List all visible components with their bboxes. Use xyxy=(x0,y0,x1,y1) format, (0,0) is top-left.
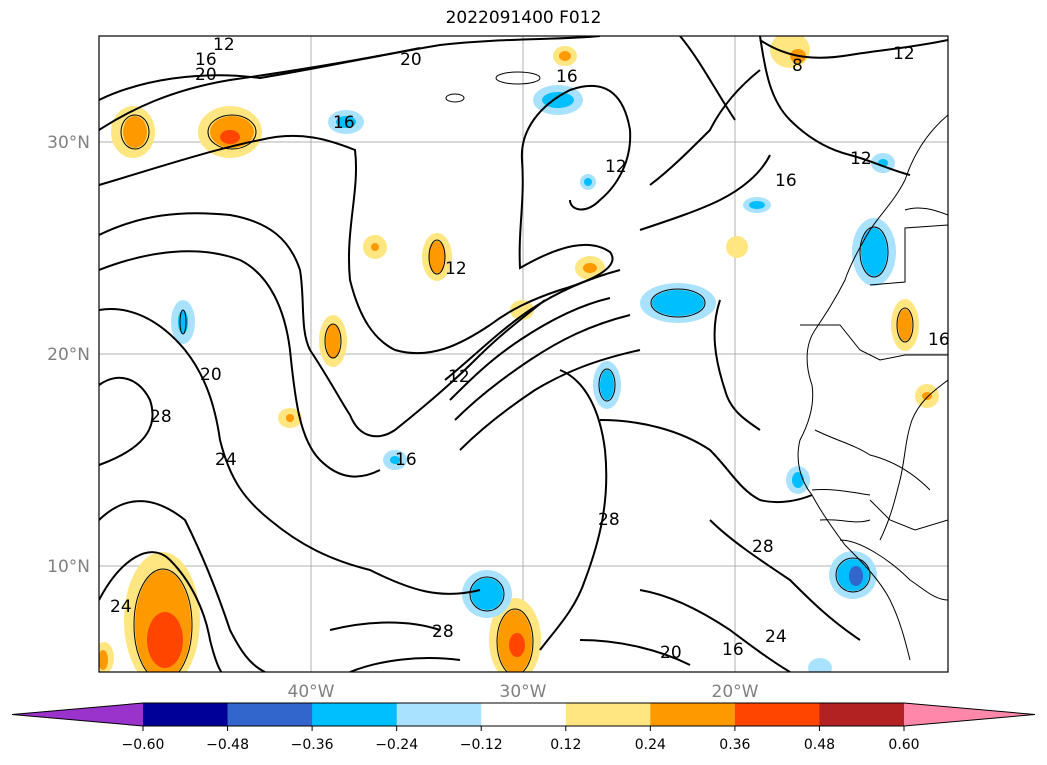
contour-label: 16 xyxy=(775,171,797,191)
colorbar-tick-label: −0.60 xyxy=(122,737,165,753)
contour-label: 24 xyxy=(765,627,787,647)
contour-label: 16 xyxy=(722,640,744,660)
contour-label: 28 xyxy=(150,407,172,427)
colorbar-segment xyxy=(143,703,229,726)
colorbar-segment xyxy=(227,703,313,726)
contour-label: 16 xyxy=(556,67,578,87)
colorbar-tick-label: −0.12 xyxy=(460,737,503,753)
contour-label: 12 xyxy=(448,367,470,387)
anomaly-contours xyxy=(120,71,914,672)
colorbar-segment xyxy=(481,703,567,726)
coastlines xyxy=(797,114,948,661)
colorbar-segment xyxy=(650,703,736,726)
contour-label: 16 xyxy=(395,450,417,470)
colorbar-extend-low xyxy=(12,703,143,726)
positive-anomaly-shading xyxy=(99,36,939,672)
colorbar-tick-label: −0.36 xyxy=(291,737,334,753)
contour-label: 20 xyxy=(400,50,422,70)
colorbar-tick-label: 0.60 xyxy=(888,737,919,753)
colorbar-segment xyxy=(312,703,398,726)
colorbar-extend-high xyxy=(904,703,1035,726)
colorbar-segment xyxy=(819,703,905,726)
contour-label-group: 12 16 20 20 16 16 12 12 8 16 12 12 20 28… xyxy=(110,35,950,663)
colorbar: −0.60 −0.48 −0.36 −0.24 −0.12 0.12 0.24 0.36 0.4… xyxy=(11,702,1036,753)
colorbar-tick-label: 0.12 xyxy=(550,737,581,753)
contour-label: 12 xyxy=(213,35,235,55)
colorbar-tick-label: 0.48 xyxy=(804,737,835,753)
contour-label: 12 xyxy=(445,259,467,279)
colorbar-tick-label: 0.24 xyxy=(635,737,666,753)
lon-tick-label: 30°W xyxy=(500,682,547,702)
contour-label: 12 xyxy=(893,44,915,64)
colorbar-tick-label: 0.36 xyxy=(719,737,750,753)
contour-label: 24 xyxy=(110,597,132,617)
colorbar-segment xyxy=(565,703,651,726)
contour-label: 8 xyxy=(792,56,803,76)
lat-tick-label: 20°N xyxy=(47,345,90,365)
contour-label: 28 xyxy=(752,537,774,557)
contour-label: 20 xyxy=(200,365,222,385)
lat-tick-label: 30°N xyxy=(47,133,90,153)
colorbar-segment xyxy=(396,703,482,726)
contour-label: 16 xyxy=(195,50,217,70)
lon-tick-label: 40°W xyxy=(288,682,335,702)
contour-label: 16 xyxy=(928,330,950,350)
colorbar-tick-label: −0.24 xyxy=(375,737,418,753)
map-frame xyxy=(98,35,949,673)
contour-lines xyxy=(99,36,948,672)
lon-tick-label: 20°W xyxy=(712,682,759,702)
contour-label: 16 xyxy=(333,113,355,133)
map-title: 2022091400 F012 xyxy=(445,8,602,28)
colorbar-segment xyxy=(734,703,820,726)
contour-label: 28 xyxy=(598,510,620,530)
lat-tick-label: 10°N xyxy=(47,557,90,577)
contour-label: 20 xyxy=(195,65,217,85)
contour-label: 12 xyxy=(850,149,872,169)
contour-label: 28 xyxy=(432,622,454,642)
contour-label: 20 xyxy=(660,643,682,663)
contour-label: 12 xyxy=(605,157,627,177)
gridlines xyxy=(99,36,948,672)
contour-label: 24 xyxy=(215,450,237,470)
colorbar-tick-label: −0.48 xyxy=(206,737,249,753)
